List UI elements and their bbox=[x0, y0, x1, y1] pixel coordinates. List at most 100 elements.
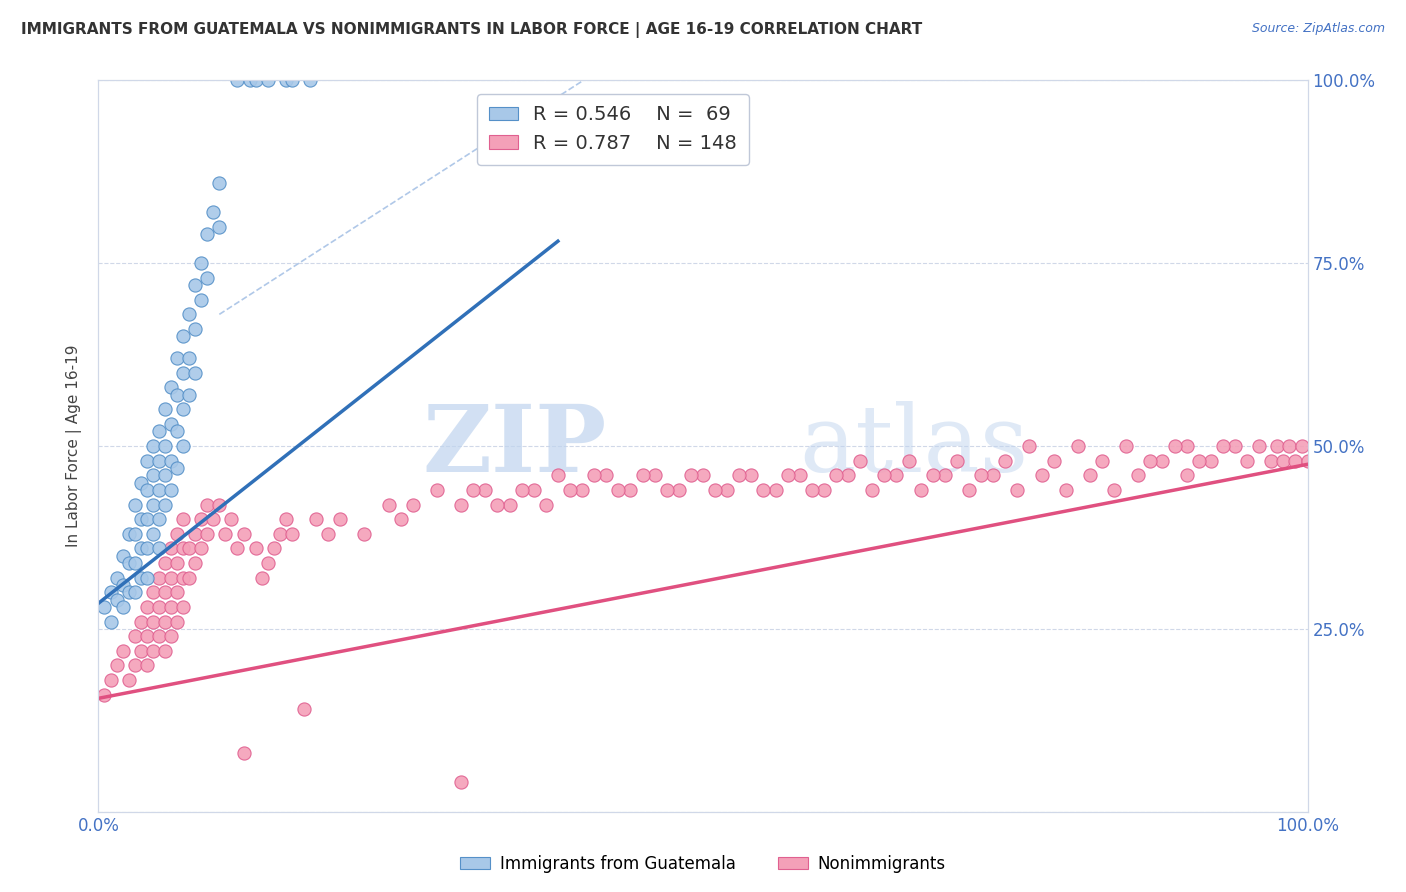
Point bbox=[166, 585, 188, 599]
Point bbox=[148, 599, 170, 614]
Point bbox=[129, 571, 152, 585]
Legend: R = 0.546    N =  69, R = 0.787    N = 148: R = 0.546 N = 69, R = 0.787 N = 148 bbox=[477, 94, 749, 165]
Point bbox=[93, 599, 115, 614]
Point bbox=[256, 556, 278, 570]
Point bbox=[124, 556, 146, 570]
Point bbox=[160, 453, 183, 467]
Point bbox=[179, 571, 201, 585]
Point bbox=[1188, 453, 1211, 467]
Point bbox=[118, 556, 141, 570]
Point bbox=[148, 425, 170, 439]
Point bbox=[897, 453, 920, 467]
Point bbox=[124, 498, 146, 512]
Point bbox=[118, 585, 141, 599]
Point bbox=[1091, 453, 1114, 467]
Legend: Immigrants from Guatemala, Nonimmigrants: Immigrants from Guatemala, Nonimmigrants bbox=[454, 848, 952, 880]
Point bbox=[256, 73, 278, 87]
Point bbox=[195, 270, 218, 285]
Point bbox=[195, 526, 218, 541]
Point bbox=[1260, 453, 1282, 467]
Point bbox=[135, 571, 157, 585]
Point bbox=[873, 468, 896, 483]
Point bbox=[172, 599, 194, 614]
Point bbox=[160, 541, 183, 556]
Point bbox=[692, 468, 714, 483]
Point bbox=[135, 512, 157, 526]
Point bbox=[1163, 439, 1185, 453]
Point bbox=[214, 526, 236, 541]
Point bbox=[135, 658, 157, 673]
Point bbox=[849, 453, 872, 467]
Point bbox=[474, 483, 496, 497]
Point bbox=[450, 775, 472, 789]
Point bbox=[166, 526, 188, 541]
Point bbox=[329, 512, 352, 526]
Point bbox=[142, 526, 165, 541]
Point bbox=[179, 388, 201, 402]
Point bbox=[232, 526, 254, 541]
Point bbox=[100, 585, 122, 599]
Point bbox=[389, 512, 412, 526]
Point bbox=[153, 402, 176, 417]
Point bbox=[1272, 453, 1295, 467]
Point bbox=[583, 468, 606, 483]
Point bbox=[142, 644, 165, 658]
Point bbox=[184, 278, 207, 293]
Point bbox=[190, 256, 212, 270]
Point bbox=[1152, 453, 1174, 467]
Point bbox=[208, 176, 231, 190]
Point bbox=[172, 541, 194, 556]
Point bbox=[1042, 453, 1064, 467]
Point bbox=[124, 585, 146, 599]
Point bbox=[135, 541, 157, 556]
Point bbox=[124, 629, 146, 643]
Point bbox=[886, 468, 908, 483]
Point bbox=[129, 475, 152, 490]
Point bbox=[153, 585, 176, 599]
Point bbox=[142, 439, 165, 453]
Point bbox=[172, 402, 194, 417]
Point bbox=[105, 592, 128, 607]
Point bbox=[100, 673, 122, 687]
Point bbox=[269, 526, 291, 541]
Point bbox=[190, 293, 212, 307]
Point bbox=[100, 615, 122, 629]
Point bbox=[607, 483, 630, 497]
Point bbox=[547, 468, 569, 483]
Point bbox=[595, 468, 617, 483]
Point bbox=[1102, 483, 1125, 497]
Point bbox=[281, 73, 304, 87]
Point bbox=[1175, 468, 1198, 483]
Point bbox=[534, 498, 557, 512]
Point bbox=[166, 388, 188, 402]
Point bbox=[153, 439, 176, 453]
Point bbox=[299, 73, 322, 87]
Point bbox=[184, 322, 207, 336]
Point bbox=[1007, 483, 1029, 497]
Point bbox=[142, 468, 165, 483]
Point bbox=[148, 629, 170, 643]
Point bbox=[105, 658, 128, 673]
Point bbox=[184, 556, 207, 570]
Point bbox=[860, 483, 883, 497]
Point bbox=[789, 468, 811, 483]
Point bbox=[631, 468, 654, 483]
Y-axis label: In Labor Force | Age 16-19: In Labor Force | Age 16-19 bbox=[66, 344, 83, 548]
Point bbox=[957, 483, 980, 497]
Point bbox=[619, 483, 641, 497]
Point bbox=[239, 73, 262, 87]
Point bbox=[184, 526, 207, 541]
Point bbox=[111, 549, 134, 563]
Point bbox=[1128, 468, 1150, 483]
Point bbox=[377, 498, 399, 512]
Point bbox=[1078, 468, 1101, 483]
Point bbox=[153, 498, 176, 512]
Point bbox=[250, 571, 273, 585]
Point bbox=[1067, 439, 1090, 453]
Point bbox=[486, 498, 509, 512]
Point bbox=[1018, 439, 1040, 453]
Point bbox=[245, 73, 267, 87]
Point bbox=[111, 578, 134, 592]
Point bbox=[921, 468, 943, 483]
Point bbox=[668, 483, 690, 497]
